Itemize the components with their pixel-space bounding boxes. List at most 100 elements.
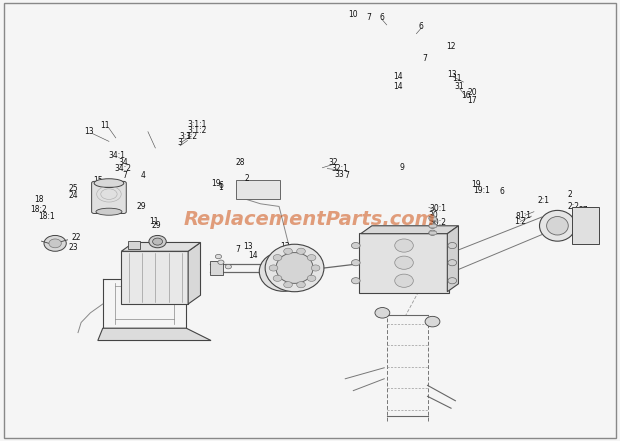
Text: 11: 11 <box>453 75 462 83</box>
Ellipse shape <box>265 244 324 292</box>
Circle shape <box>429 223 436 228</box>
Circle shape <box>448 260 456 266</box>
Text: 3:1: 3:1 <box>179 131 191 141</box>
Text: 27: 27 <box>578 206 588 215</box>
Polygon shape <box>448 226 458 292</box>
Circle shape <box>49 239 61 248</box>
Text: 18: 18 <box>34 195 44 204</box>
Text: 17: 17 <box>467 97 477 105</box>
FancyBboxPatch shape <box>236 180 280 199</box>
Text: 3:1:1: 3:1:1 <box>188 120 207 129</box>
Ellipse shape <box>96 208 122 215</box>
Text: 14: 14 <box>393 82 402 91</box>
Circle shape <box>215 254 221 259</box>
Circle shape <box>284 248 293 254</box>
Text: 34:1: 34:1 <box>108 151 125 160</box>
Circle shape <box>395 239 414 252</box>
Text: 6: 6 <box>218 181 223 190</box>
Text: 18:1: 18:1 <box>38 213 55 221</box>
Circle shape <box>429 230 436 235</box>
FancyBboxPatch shape <box>92 181 126 213</box>
Ellipse shape <box>268 259 298 284</box>
Text: 11: 11 <box>149 217 159 226</box>
Bar <box>128 241 140 249</box>
Bar <box>210 262 223 275</box>
Text: 3: 3 <box>178 138 182 147</box>
Text: 2:2: 2:2 <box>567 202 580 211</box>
Text: 18:2: 18:2 <box>30 205 47 214</box>
Text: 2: 2 <box>567 190 572 198</box>
Text: 34:2: 34:2 <box>115 164 131 173</box>
Text: 19: 19 <box>471 180 480 189</box>
Text: 13: 13 <box>84 127 94 136</box>
Circle shape <box>153 238 162 245</box>
Text: 25: 25 <box>69 184 79 193</box>
Ellipse shape <box>259 252 308 291</box>
Text: 3:1:2: 3:1:2 <box>188 126 207 135</box>
Text: 13: 13 <box>280 243 290 251</box>
Text: 28: 28 <box>236 158 246 167</box>
Text: 19:1: 19:1 <box>474 186 490 195</box>
Text: 1:1: 1:1 <box>520 211 531 220</box>
Text: 7: 7 <box>422 54 427 63</box>
Circle shape <box>269 265 278 271</box>
Text: 7: 7 <box>122 171 127 180</box>
Text: 6: 6 <box>379 13 384 22</box>
Circle shape <box>375 307 390 318</box>
Text: 19: 19 <box>211 179 221 187</box>
Circle shape <box>308 275 316 281</box>
FancyBboxPatch shape <box>360 233 448 292</box>
Text: 32:1: 32:1 <box>331 164 348 173</box>
Text: 31: 31 <box>455 82 464 91</box>
Text: 14: 14 <box>248 251 258 260</box>
Text: 33: 33 <box>335 170 345 179</box>
Text: 6: 6 <box>499 187 504 196</box>
Circle shape <box>448 278 456 284</box>
Circle shape <box>149 235 166 248</box>
Bar <box>429 232 436 234</box>
Circle shape <box>308 254 316 261</box>
Circle shape <box>273 254 282 261</box>
Polygon shape <box>361 226 458 234</box>
Text: 15: 15 <box>94 176 104 184</box>
Circle shape <box>352 243 360 249</box>
Text: 7: 7 <box>236 245 241 254</box>
Text: 24: 24 <box>69 191 79 199</box>
Bar <box>429 217 436 220</box>
Circle shape <box>429 216 436 221</box>
Circle shape <box>225 265 231 269</box>
Circle shape <box>448 243 456 249</box>
Text: 1:2: 1:2 <box>515 217 526 226</box>
Text: 29: 29 <box>152 221 161 230</box>
Text: 16: 16 <box>461 91 471 100</box>
Circle shape <box>297 248 306 254</box>
Circle shape <box>44 235 66 251</box>
Text: 23: 23 <box>69 243 79 252</box>
Circle shape <box>395 274 414 288</box>
Circle shape <box>395 256 414 269</box>
Circle shape <box>273 275 282 281</box>
Text: ReplacementParts.com: ReplacementParts.com <box>184 210 436 229</box>
Circle shape <box>352 278 360 284</box>
Polygon shape <box>122 243 200 251</box>
Text: 12: 12 <box>446 42 456 51</box>
Polygon shape <box>98 328 211 340</box>
Text: 14: 14 <box>285 250 295 259</box>
Text: 3:2: 3:2 <box>185 132 197 142</box>
Circle shape <box>284 282 293 288</box>
Text: 6: 6 <box>419 22 424 31</box>
Text: 30:1: 30:1 <box>429 204 446 213</box>
Circle shape <box>425 316 440 327</box>
Text: 30:2: 30:2 <box>429 218 446 227</box>
Text: 30: 30 <box>429 211 438 220</box>
Text: 32: 32 <box>329 158 339 167</box>
Text: 2:1: 2:1 <box>538 196 550 205</box>
Text: 14: 14 <box>393 72 402 81</box>
Text: 22: 22 <box>71 233 81 242</box>
Circle shape <box>218 260 224 265</box>
Text: 34: 34 <box>118 158 128 167</box>
FancyBboxPatch shape <box>122 251 188 304</box>
Bar <box>429 224 436 227</box>
Ellipse shape <box>276 253 313 284</box>
Ellipse shape <box>94 179 124 187</box>
